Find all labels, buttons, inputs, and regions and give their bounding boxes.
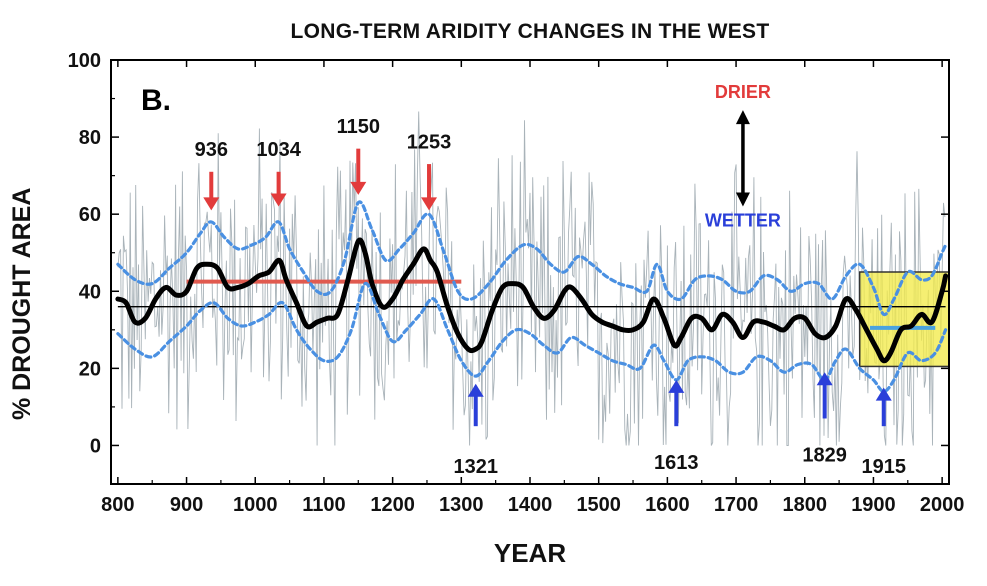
annotation-label-1915: 1915 [861, 456, 906, 478]
x-tick-label-1800: 1800 [783, 494, 828, 516]
arrow-1915-head [875, 387, 892, 401]
x-tick-label-800: 800 [101, 494, 134, 516]
arrow-1613-head [668, 379, 685, 393]
annotation-label-1829: 1829 [802, 444, 847, 466]
panel-label: B. [141, 84, 171, 117]
annotation-label-936: 936 [195, 139, 228, 161]
x-tick-label-1000: 1000 [233, 494, 278, 516]
x-tick-label-1600: 1600 [645, 494, 690, 516]
y-tick-label-100: 100 [68, 50, 101, 72]
wetter-label: WETTER [705, 210, 781, 230]
arrow-1321-head [467, 383, 484, 397]
x-tick-label-2000: 2000 [920, 494, 965, 516]
x-tick-label-900: 900 [170, 494, 203, 516]
x-tick-label-1300: 1300 [439, 494, 484, 516]
x-tick-label-1700: 1700 [714, 494, 759, 516]
arrow-1150-head [350, 181, 367, 195]
drier-label: DRIER [715, 82, 771, 102]
drier-arrowhead [735, 110, 750, 125]
annual-noise-line [117, 111, 946, 446]
arrow-936-head [203, 197, 220, 211]
annotation-label-1321: 1321 [453, 456, 498, 478]
chart-title: LONG-TERM ARIDITY CHANGES IN THE WEST [290, 20, 770, 43]
arrow-1829-head [816, 372, 833, 386]
upper-band-series-line [116, 200, 948, 317]
wetter-arrowhead [735, 192, 750, 207]
annotation-label-1253: 1253 [407, 132, 452, 154]
x-tick-label-1500: 1500 [576, 494, 621, 516]
x-tick-label-1100: 1100 [302, 494, 345, 516]
y-tick-label-0: 0 [90, 435, 101, 457]
y-tick-label-20: 20 [79, 358, 101, 380]
x-tick-label-1900: 1900 [851, 494, 896, 516]
annotation-label-1150: 1150 [337, 116, 380, 138]
smoothed-series-line [115, 237, 949, 364]
annotation-label-1613: 1613 [654, 452, 699, 474]
x-tick-label-1200: 1200 [370, 494, 415, 516]
annotation-label-1034: 1034 [256, 139, 301, 161]
arrow-1034-head [270, 193, 287, 207]
annotations-layer: 936 1034 1150 1253 1321 1613 1829 1915 DRIER WETT… [195, 82, 906, 478]
axes-layer: 800 900 1000 1100 1200 1300 1400 1500 1600 1700 18… [68, 50, 965, 516]
y-tick-label-80: 80 [79, 127, 101, 149]
y-tick-label-60: 60 [79, 204, 101, 226]
plot-frame [110, 59, 950, 485]
annual-noise-layer [117, 111, 946, 446]
x-axis-label: YEAR [493, 538, 567, 568]
y-tick-label-40: 40 [79, 281, 101, 303]
x-tick-label-1400: 1400 [508, 494, 553, 516]
arrow-1253-head [421, 197, 438, 211]
